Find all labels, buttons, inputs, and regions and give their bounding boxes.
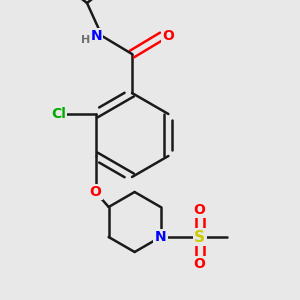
Text: O: O	[194, 203, 206, 217]
Text: Cl: Cl	[51, 107, 66, 121]
Text: N: N	[90, 29, 102, 43]
Text: S: S	[194, 230, 205, 244]
Text: O: O	[162, 29, 174, 43]
Text: N: N	[155, 230, 167, 244]
Text: O: O	[194, 257, 206, 271]
Text: H: H	[81, 35, 90, 46]
Text: O: O	[90, 185, 102, 199]
